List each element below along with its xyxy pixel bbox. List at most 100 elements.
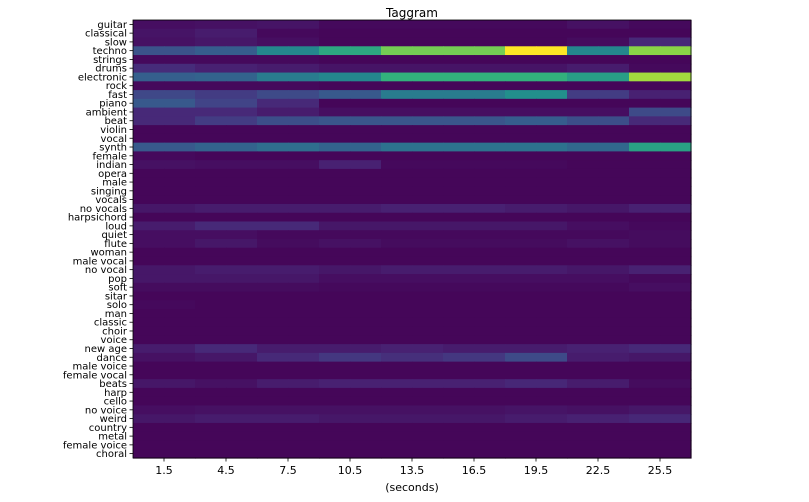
y-tick-label: singing <box>91 186 127 197</box>
heatmap-cell <box>226 116 258 126</box>
heatmap-cell <box>598 230 630 240</box>
heatmap-cell <box>350 291 382 301</box>
heatmap-cell <box>567 414 599 424</box>
heatmap-cell <box>319 440 351 450</box>
heatmap-cell <box>133 28 165 39</box>
heatmap-cell <box>505 177 537 188</box>
heatmap-cell <box>133 37 165 47</box>
heatmap-cell <box>350 203 382 214</box>
heatmap-cell <box>195 195 227 205</box>
heatmap-cell <box>412 414 444 424</box>
heatmap-cell <box>164 142 196 152</box>
heatmap-cell <box>567 81 599 91</box>
y-tick-label: loud <box>105 221 127 232</box>
heatmap-cell <box>319 151 351 161</box>
heatmap-cell <box>474 282 506 293</box>
heatmap-cell <box>164 274 196 284</box>
heatmap-cell <box>598 160 630 170</box>
heatmap-cell <box>195 107 227 117</box>
heatmap-cell <box>381 142 413 152</box>
heatmap-cell <box>350 55 382 65</box>
heatmap-cell <box>288 212 320 223</box>
heatmap-cell <box>319 55 351 65</box>
heatmap-cell <box>195 414 227 424</box>
heatmap-cell <box>350 195 382 205</box>
heatmap-cell <box>288 107 320 117</box>
heatmap-cell <box>195 361 227 371</box>
heatmap-cell <box>195 387 227 398</box>
heatmap-cell <box>567 195 599 205</box>
heatmap-cell <box>629 133 661 144</box>
heatmap-cell <box>629 396 661 407</box>
heatmap-cell <box>257 177 289 188</box>
heatmap-cell <box>226 361 258 371</box>
heatmap-cell <box>195 352 227 363</box>
heatmap-cell <box>567 160 599 170</box>
heatmap-cell <box>381 221 413 231</box>
heatmap-cell <box>443 72 475 82</box>
heatmap-cell <box>288 387 320 398</box>
heatmap-cell <box>350 168 382 179</box>
heatmap-cell <box>443 90 475 100</box>
heatmap-cell <box>257 37 289 47</box>
heatmap-cell <box>319 335 351 345</box>
heatmap-cell <box>319 46 351 56</box>
heatmap-cell <box>381 177 413 188</box>
y-tick-label: synth <box>99 143 127 154</box>
y-tick-label: fast <box>108 90 127 101</box>
y-tick-label: female voice <box>63 440 127 451</box>
heatmap-cell <box>226 440 258 450</box>
heatmap-cell <box>226 431 258 442</box>
heatmap-cell <box>598 317 630 328</box>
heatmap-cell <box>443 291 475 301</box>
heatmap-cell <box>567 63 599 74</box>
heatmap-cell <box>443 256 475 266</box>
heatmap-cell <box>350 344 382 354</box>
heatmap-cell <box>133 326 165 336</box>
heatmap-cell <box>412 265 444 275</box>
heatmap-cell <box>350 160 382 170</box>
heatmap-cell <box>226 203 258 214</box>
heatmap-cell <box>381 90 413 100</box>
y-tick-label: country <box>89 423 127 434</box>
heatmap-cell <box>474 90 506 100</box>
heatmap-cell <box>536 125 568 135</box>
heatmap-cell <box>598 414 630 424</box>
heatmap-cell <box>412 133 444 144</box>
heatmap-cell <box>505 133 537 144</box>
y-tick-label: techno <box>93 46 127 57</box>
heatmap-cell <box>474 379 506 389</box>
heatmap-cell <box>505 142 537 152</box>
heatmap-cell <box>629 230 661 240</box>
heatmap-cell <box>350 37 382 47</box>
heatmap-cell <box>598 168 630 179</box>
heatmap-cell <box>443 160 475 170</box>
heatmap-cell <box>660 370 692 380</box>
heatmap-cell <box>412 282 444 293</box>
heatmap-cell <box>598 291 630 301</box>
heatmap-cell <box>629 186 661 196</box>
y-tick-label: male <box>102 178 127 189</box>
heatmap-cell <box>505 37 537 47</box>
heatmap-cell <box>536 186 568 196</box>
y-tick-label: beats <box>99 379 127 390</box>
heatmap-cell <box>474 37 506 47</box>
heatmap-cell <box>381 414 413 424</box>
heatmap-cell <box>350 212 382 223</box>
heatmap-cell <box>319 177 351 188</box>
heatmap-cell <box>412 55 444 65</box>
heatmap-cell <box>288 405 320 415</box>
heatmap-cell <box>443 28 475 39</box>
heatmap-cell <box>443 247 475 258</box>
heatmap-cell <box>660 300 692 310</box>
heatmap-cell <box>381 239 413 249</box>
heatmap-cell <box>567 90 599 100</box>
heatmap-cell <box>288 116 320 126</box>
heatmap-cell <box>567 28 599 39</box>
heatmap-cell <box>505 326 537 336</box>
y-tick-label: dance <box>97 353 127 364</box>
heatmap-cell <box>660 230 692 240</box>
heatmap-cell <box>288 195 320 205</box>
heatmap-cell <box>195 239 227 249</box>
heatmap-cell <box>164 63 196 74</box>
